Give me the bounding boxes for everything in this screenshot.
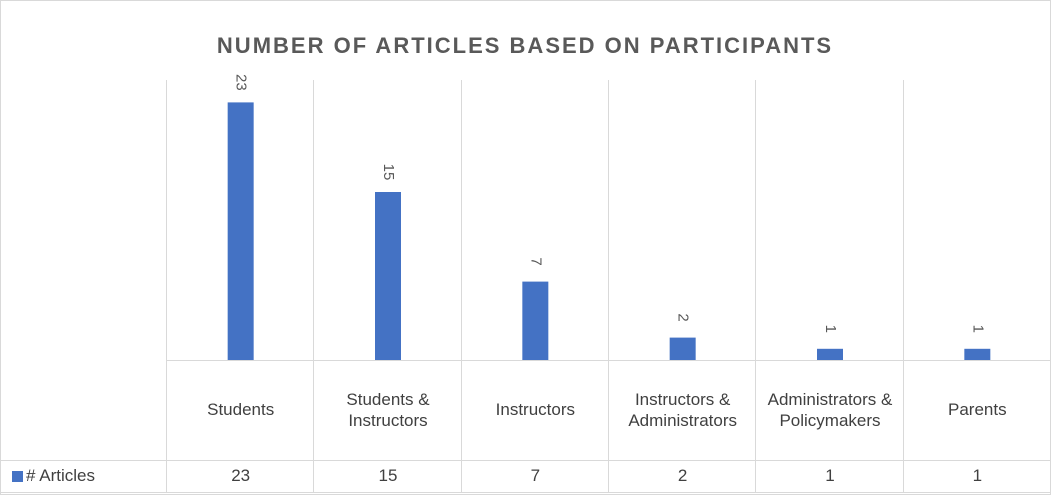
cell-text: Instructors & Administrators: [628, 389, 737, 430]
bar: [227, 102, 254, 361]
table-value: 1: [756, 460, 903, 492]
chart-title: NUMBER OF ARTICLES BASED ON PARTICIPANTS: [217, 33, 833, 58]
cell-text: Students: [207, 400, 275, 420]
cell-text: Students & Instructors: [346, 389, 430, 430]
category-label: Instructors: [462, 360, 609, 460]
bar: [375, 192, 401, 360]
cell-text: Administrators & Policymakers: [767, 389, 893, 430]
data-label: 1: [969, 325, 986, 333]
category-label: Administrators & Policymakers: [756, 360, 903, 460]
bar: [964, 348, 991, 360]
bar: [669, 337, 696, 360]
category-label: Students: [167, 360, 314, 460]
legend-swatch: [12, 470, 23, 482]
cell-text: Parents: [948, 400, 1007, 420]
bar: [522, 281, 549, 360]
bar: [817, 348, 843, 360]
data-label: 15: [380, 164, 397, 181]
table-value: 7: [462, 460, 609, 492]
category-label: Instructors & Administrators: [609, 360, 756, 460]
cell-text: # Articles: [26, 466, 95, 486]
table-value: 1: [904, 460, 1051, 492]
cell-text: 15: [378, 466, 398, 486]
cell-text: 2: [677, 466, 688, 486]
table-value: 23: [167, 460, 314, 492]
category-label: Students & Instructors: [314, 360, 461, 460]
data-label: 23: [233, 74, 250, 91]
legend-entry: # Articles: [0, 460, 167, 492]
table-value: 2: [609, 460, 756, 492]
category-label: Parents: [904, 360, 1051, 460]
cell-text: 1: [972, 466, 983, 486]
cell-text: Instructors: [495, 400, 575, 420]
cell-text: 7: [530, 466, 541, 486]
data-label: 7: [527, 257, 544, 265]
data-label: 1: [822, 325, 839, 333]
cell-text: 23: [231, 466, 251, 486]
cell-text: 1: [825, 466, 835, 486]
data-label: 2: [675, 313, 692, 321]
table-value: 15: [314, 460, 461, 492]
